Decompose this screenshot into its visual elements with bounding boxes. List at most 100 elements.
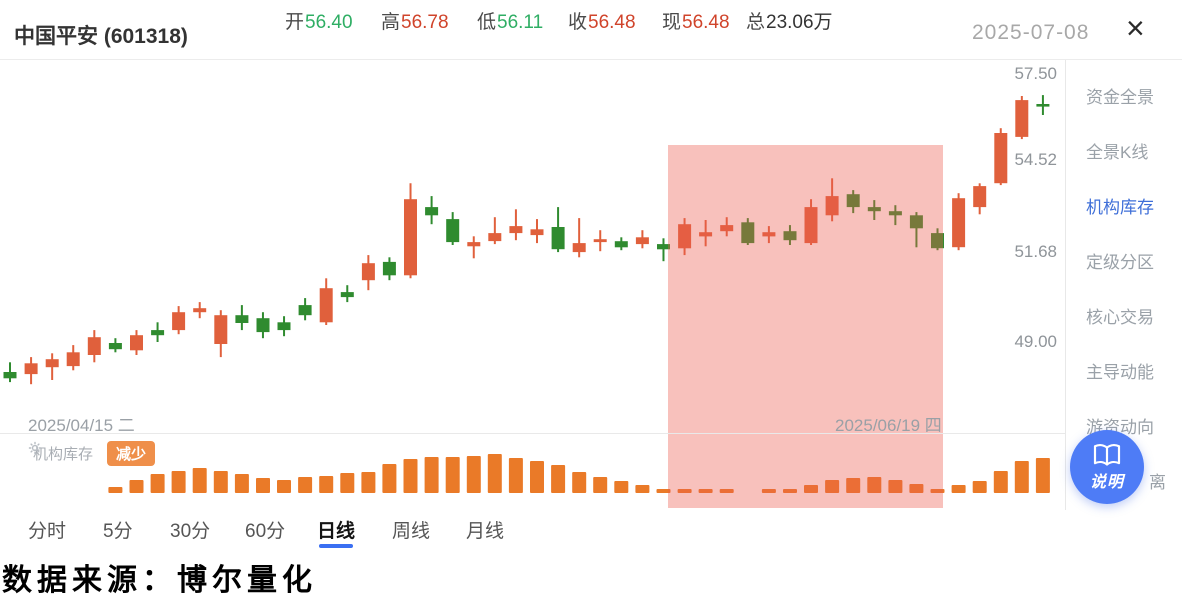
candle (888, 205, 902, 226)
open-book-icon (1093, 443, 1121, 466)
inventory-bar (192, 468, 207, 493)
candle (256, 312, 270, 339)
candle (699, 220, 713, 247)
inventory-bar (234, 474, 249, 493)
candle (804, 199, 818, 245)
candle (952, 193, 966, 251)
inventory-bar (677, 489, 692, 493)
inventory-bar (150, 474, 165, 493)
candle (593, 230, 607, 252)
tab-30min[interactable]: 30分 (170, 521, 211, 542)
inventory-bar (804, 485, 818, 493)
candle (762, 226, 776, 244)
inventory-bar (530, 461, 544, 493)
gear-icon[interactable] (28, 441, 42, 455)
stat-low: 低56.11 (477, 7, 543, 34)
inventory-bar (487, 454, 502, 493)
inventory-bar (424, 457, 439, 493)
inventory-bar (656, 489, 671, 493)
candle (45, 353, 59, 380)
inventory-bar (572, 472, 587, 493)
y-axis-label: 49.00 (1014, 332, 1057, 351)
chart-zone: 57.50 54.52 51.68 49.00 2025/04/15 二 202… (0, 60, 1065, 510)
sidebar-item-panorama-kline[interactable]: 全景K线 (1086, 143, 1149, 162)
stat-open-value: 56.40 (305, 12, 353, 33)
indicator-row: 机构库存 减少 (28, 440, 156, 466)
candle (572, 218, 586, 258)
y-axis-label: 57.50 (1014, 64, 1057, 83)
stat-high-value: 56.78 (401, 12, 449, 33)
inventory-bar (698, 489, 713, 493)
inventory-bar (445, 457, 460, 493)
inventory-bar (888, 480, 903, 493)
candle (108, 338, 122, 353)
candle (277, 316, 291, 337)
candle (635, 230, 649, 249)
sidebar-item-fund-panorama[interactable]: 资金全景 (1086, 88, 1154, 107)
tab-minute[interactable]: 分时 (28, 521, 67, 542)
candle (130, 330, 143, 355)
candle (298, 298, 312, 321)
inventory-bar (593, 477, 608, 493)
tab-daily[interactable]: 日线 (317, 516, 355, 543)
candle (66, 345, 80, 371)
candle (994, 128, 1008, 186)
stat-open: 开56.40 (285, 7, 353, 34)
candle (931, 228, 944, 251)
candle (1036, 95, 1050, 115)
sidebar-item-institutional-inventory[interactable]: 机构库存 (1086, 198, 1154, 217)
stat-open-label: 开 (285, 12, 305, 33)
tab-5min[interactable]: 5分 (103, 521, 133, 542)
close-icon[interactable]: × (1126, 10, 1145, 46)
candle (87, 330, 101, 363)
inventory-bar (508, 458, 523, 493)
candle (214, 310, 228, 358)
inventory-bar (108, 487, 123, 493)
inventory-bar (277, 480, 291, 493)
inventory-bar (951, 485, 966, 493)
candle (340, 285, 354, 303)
candle (446, 212, 460, 245)
inventory-bar (213, 471, 228, 493)
candle (509, 209, 523, 241)
tab-weekly[interactable]: 周线 (392, 521, 431, 542)
candle (193, 302, 207, 319)
x-axis-date-end: 2025/06/19 四 (835, 416, 942, 435)
stat-close: 收56.48 (568, 7, 636, 34)
y-axis-label: 51.68 (1014, 242, 1057, 261)
candle (172, 306, 186, 335)
candle (319, 278, 333, 325)
candle (867, 200, 881, 220)
current-date: 2025-07-08 (972, 21, 1090, 44)
inventory-bar (719, 489, 734, 493)
tab-60min[interactable]: 60分 (245, 521, 286, 542)
inventory-bar (909, 484, 924, 493)
inventory-bar (340, 473, 355, 493)
inventory-bar (614, 481, 629, 493)
tab-monthly[interactable]: 月线 (466, 521, 505, 542)
inventory-bar (319, 476, 334, 493)
candle (404, 183, 417, 279)
indicator-name: 机构库存 (33, 445, 94, 463)
stat-current-label: 现 (662, 12, 682, 33)
indicator-badge: 减少 (107, 440, 156, 466)
help-button[interactable]: 说明 (1070, 430, 1144, 504)
sidebar-item-partial[interactable]: 离 (1149, 473, 1166, 492)
candle (825, 178, 839, 222)
sidebar-item-dominant-momentum[interactable]: 主导动能 (1086, 363, 1154, 382)
y-axis-label: 54.52 (1014, 150, 1057, 169)
inventory-bar (993, 471, 1008, 493)
inventory-bar (466, 456, 481, 493)
inventory-bar (846, 478, 861, 493)
candle (235, 305, 249, 331)
kline-chart-canvas[interactable] (0, 60, 1065, 510)
sidebar-item-core-trading[interactable]: 核心交易 (1086, 308, 1154, 327)
inventory-bar (129, 480, 144, 493)
inventory-bar (1014, 461, 1029, 493)
stat-volume-value: 23.06万 (766, 12, 833, 33)
stat-low-value: 56.11 (497, 12, 544, 33)
sidebar-item-grading-zones[interactable]: 定级分区 (1086, 253, 1154, 272)
candle (151, 322, 165, 342)
candle (909, 212, 923, 248)
